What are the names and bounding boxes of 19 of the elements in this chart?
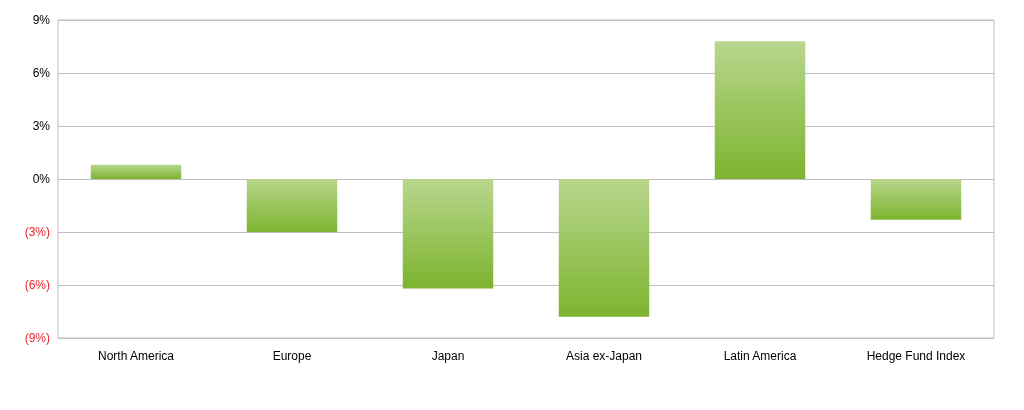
bar	[246, 179, 338, 232]
y-tick-label: 0%	[32, 172, 51, 186]
y-tick-label: 9%	[32, 13, 51, 27]
x-tick-label: Hedge Fund Index	[866, 349, 966, 363]
x-tick-label: Japan	[431, 349, 465, 363]
y-tick-label: (6%)	[24, 278, 50, 292]
y-tick-label: 6%	[32, 66, 51, 80]
bar	[870, 179, 962, 220]
x-tick-label: Europe	[272, 349, 312, 363]
x-tick-label: Latin America	[723, 349, 797, 363]
y-tick-label: 3%	[32, 119, 51, 133]
bar	[714, 41, 806, 179]
bar	[90, 164, 182, 179]
x-tick-label: Asia ex-Japan	[565, 349, 643, 363]
y-tick-label: (9%)	[24, 331, 50, 345]
bar	[558, 179, 650, 317]
bar	[402, 179, 494, 289]
y-tick-label: (3%)	[24, 225, 50, 239]
x-tick-label: North America	[97, 349, 175, 363]
